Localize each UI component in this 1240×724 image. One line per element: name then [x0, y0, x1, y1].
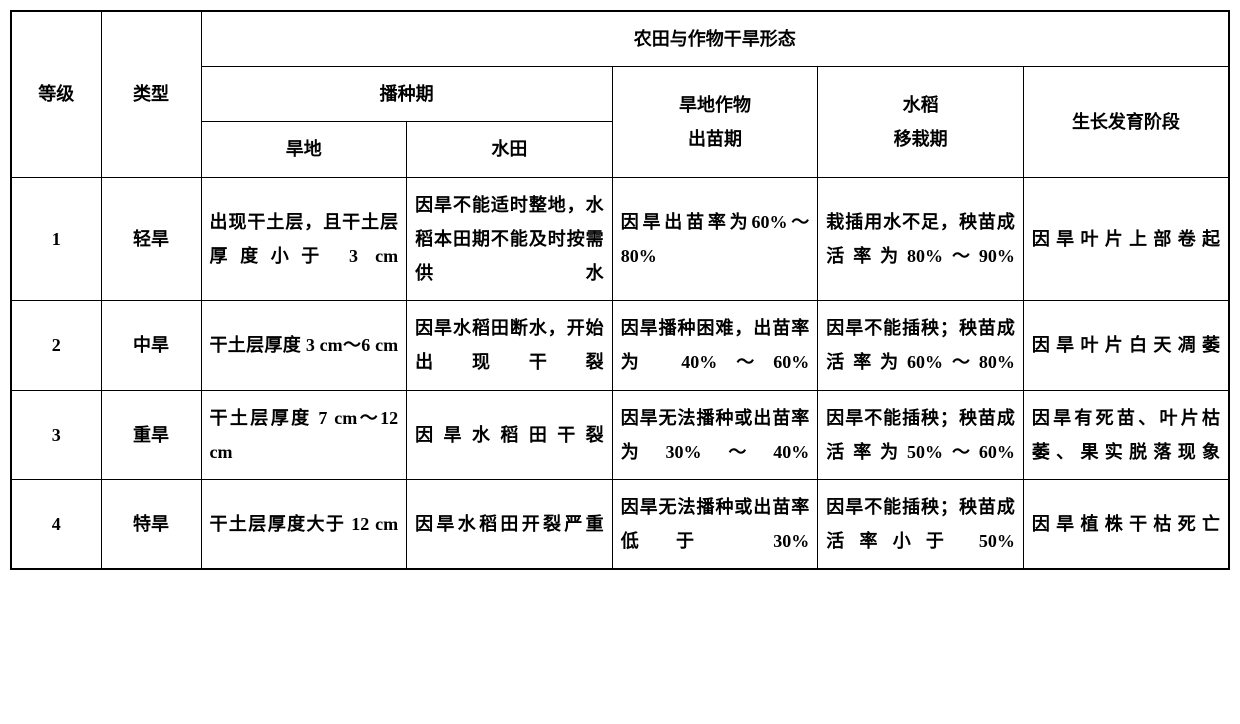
- cell-seedling: 因旱播种困难，出苗率为 40%～60%: [612, 301, 818, 390]
- cell-seedling: 因旱无法播种或出苗率为30%～40%: [612, 390, 818, 479]
- header-type: 类型: [101, 11, 201, 177]
- cell-growth: 因旱叶片上部卷起: [1023, 177, 1229, 301]
- cell-grade: 4: [11, 479, 101, 569]
- cell-dryland: 干土层厚度 7 cm～12 cm: [201, 390, 407, 479]
- cell-type: 轻旱: [101, 177, 201, 301]
- cell-type: 重旱: [101, 390, 201, 479]
- cell-grade: 3: [11, 390, 101, 479]
- header-dryland: 旱地: [201, 122, 407, 177]
- table-row: 4 特旱 干土层厚度大于 12 cm 因旱水稻田开裂严重 因旱无法播种或出苗率低…: [11, 479, 1229, 569]
- header-growth: 生长发育阶段: [1023, 67, 1229, 177]
- cell-paddy: 因旱不能适时整地，水稻本田期不能及时按需供水: [407, 177, 613, 301]
- cell-dryland: 干土层厚度大于 12 cm: [201, 479, 407, 569]
- drought-classification-table: 等级 类型 农田与作物干旱形态 播种期 旱地作物 出苗期 水稻 移栽期 生长发育…: [10, 10, 1230, 570]
- cell-rice: 因旱不能插秧；秧苗成活率小于 50%: [818, 479, 1024, 569]
- cell-growth: 因旱植株干枯死亡: [1023, 479, 1229, 569]
- table-row: 1 轻旱 出现干土层，且干土层厚度小于 3 cm 因旱不能适时整地，水稻本田期不…: [11, 177, 1229, 301]
- header-row-1: 等级 类型 农田与作物干旱形态: [11, 11, 1229, 67]
- header-paddy: 水田: [407, 122, 613, 177]
- cell-rice: 因旱不能插秧；秧苗成活率为50%～60%: [818, 390, 1024, 479]
- cell-paddy: 因旱水稻田断水，开始出现干裂: [407, 301, 613, 390]
- table-row: 2 中旱 干土层厚度 3 cm～6 cm 因旱水稻田断水，开始出现干裂 因旱播种…: [11, 301, 1229, 390]
- cell-type: 特旱: [101, 479, 201, 569]
- cell-growth: 因旱有死苗、叶片枯萎、果实脱落现象: [1023, 390, 1229, 479]
- cell-grade: 2: [11, 301, 101, 390]
- cell-grade: 1: [11, 177, 101, 301]
- header-grade: 等级: [11, 11, 101, 177]
- cell-paddy: 因旱水稻田干裂: [407, 390, 613, 479]
- cell-paddy: 因旱水稻田开裂严重: [407, 479, 613, 569]
- cell-rice: 栽插用水不足，秧苗成活率为80%～90%: [818, 177, 1024, 301]
- header-rice: 水稻 移栽期: [818, 67, 1024, 177]
- cell-type: 中旱: [101, 301, 201, 390]
- header-seedling: 旱地作物 出苗期: [612, 67, 818, 177]
- header-sowing: 播种期: [201, 67, 612, 122]
- cell-rice: 因旱不能插秧；秧苗成活率为60%～80%: [818, 301, 1024, 390]
- header-main: 农田与作物干旱形态: [201, 11, 1229, 67]
- table-row: 3 重旱 干土层厚度 7 cm～12 cm 因旱水稻田干裂 因旱无法播种或出苗率…: [11, 390, 1229, 479]
- cell-dryland: 干土层厚度 3 cm～6 cm: [201, 301, 407, 390]
- cell-growth: 因旱叶片白天凋萎: [1023, 301, 1229, 390]
- cell-seedling: 因旱出苗率为60%～80%: [612, 177, 818, 301]
- cell-dryland: 出现干土层，且干土层厚度小于 3 cm: [201, 177, 407, 301]
- cell-seedling: 因旱无法播种或出苗率低于 30%: [612, 479, 818, 569]
